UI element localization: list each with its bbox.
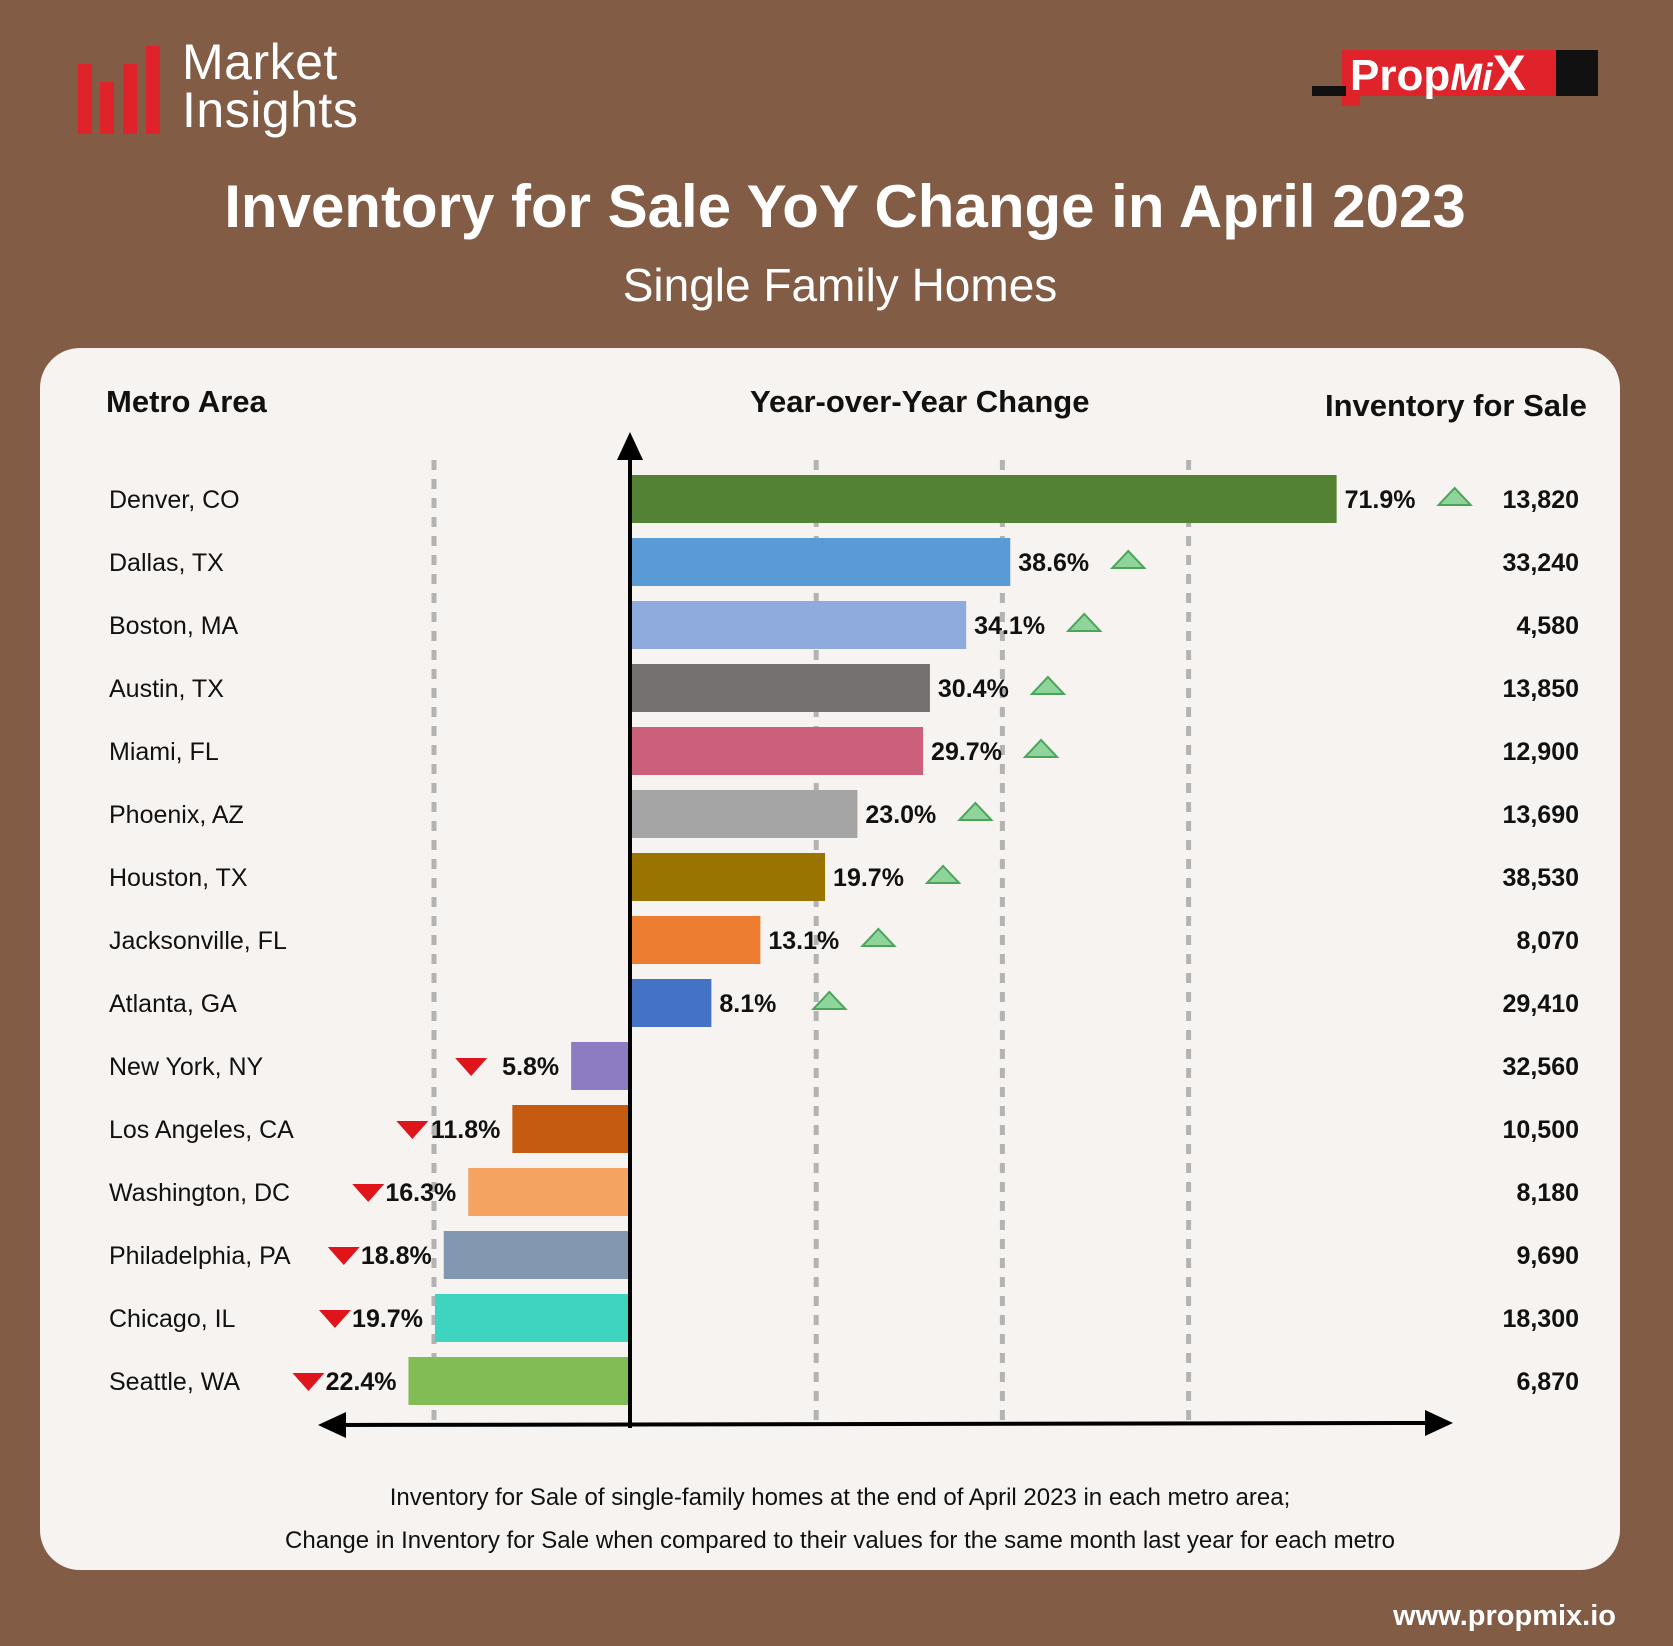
brand-prop: Prop: [1350, 51, 1451, 100]
bar: [571, 1042, 628, 1090]
value-label: 19.7%: [833, 864, 904, 892]
bar: [632, 853, 826, 901]
bar: [632, 916, 761, 964]
down-arrow-icon: [352, 1184, 385, 1202]
metro-label: Seattle, WA: [109, 1368, 240, 1396]
y-axis-arrow: [617, 432, 643, 460]
inventory-value: 29,410: [1503, 990, 1579, 1018]
value-label: 8.1%: [719, 990, 776, 1018]
inventory-value: 8,180: [1516, 1179, 1579, 1207]
bar: [632, 727, 924, 775]
page-title: Inventory for Sale YoY Change in April 2…: [224, 173, 1466, 240]
brand-mi: Mi: [1450, 57, 1493, 99]
x-axis-left-arrow: [318, 1412, 346, 1438]
metro-label: New York, NY: [109, 1053, 264, 1081]
inventory-value: 38,530: [1503, 864, 1579, 892]
up-arrow-icon: [957, 801, 994, 821]
metro-label: Boston, MA: [109, 612, 239, 640]
propmix-logo: PropMiX: [1312, 48, 1598, 108]
value-label: 18.8%: [361, 1242, 432, 1270]
x-axis-right-arrow: [1425, 1410, 1453, 1436]
logo-text: Market Insights: [182, 34, 359, 138]
down-arrow-icon: [292, 1373, 325, 1391]
down-arrow-icon: [327, 1247, 360, 1265]
bar-chart-icon: [78, 42, 168, 134]
brand-x: X: [1492, 45, 1526, 101]
value-label: 19.7%: [352, 1305, 423, 1333]
yoy-change-header: Year-over-Year Change: [750, 384, 1090, 419]
inventory-header: Inventory for Sale: [1325, 388, 1587, 423]
value-label: 16.3%: [385, 1179, 456, 1207]
value-label: 22.4%: [326, 1368, 397, 1396]
bar: [632, 664, 930, 712]
metro-label: Houston, TX: [109, 864, 248, 892]
metro-label: Washington, DC: [109, 1179, 290, 1207]
metro-label: Los Angeles, CA: [109, 1116, 294, 1144]
value-label: 30.4%: [938, 675, 1009, 703]
up-arrow-icon: [1065, 612, 1103, 632]
inventory-value: 10,500: [1503, 1116, 1579, 1144]
inventory-value: 9,690: [1516, 1242, 1579, 1270]
inventory-value: 32,560: [1503, 1053, 1579, 1081]
up-arrow-icon: [860, 927, 897, 947]
x-axis-line: [339, 1421, 1426, 1427]
up-arrow-icon: [811, 990, 848, 1010]
bar: [512, 1105, 628, 1153]
bar: [468, 1168, 628, 1216]
up-arrow-icon: [1436, 486, 1473, 506]
caption-line-2: Change in Inventory for Sale when compar…: [285, 1527, 1395, 1554]
inventory-value: 4,580: [1516, 612, 1579, 640]
value-label: 71.9%: [1345, 486, 1416, 514]
market-insights-logo: Market Insights: [78, 34, 418, 138]
up-arrow-icon: [1022, 738, 1060, 758]
value-label: 11.8%: [431, 1116, 501, 1144]
metro-label: Miami, FL: [109, 738, 219, 766]
page-subtitle: Single Family Homes: [622, 259, 1058, 311]
inventory-value: 13,850: [1503, 675, 1579, 703]
value-label: 13.1%: [768, 927, 839, 955]
down-arrow-icon: [318, 1310, 351, 1328]
metro-label: Dallas, TX: [109, 549, 224, 577]
up-arrow-icon: [924, 864, 962, 884]
value-label: 23.0%: [865, 801, 936, 829]
inventory-value: 13,820: [1503, 486, 1579, 514]
value-label: 34.1%: [974, 612, 1045, 640]
metro-label: Philadelphia, PA: [109, 1242, 291, 1270]
metro-area-header: Metro Area: [106, 384, 267, 419]
caption-line-1: Inventory for Sale of single-family home…: [389, 1484, 1291, 1511]
logo-line-2: Insights: [182, 82, 359, 138]
up-arrow-icon: [1109, 549, 1147, 569]
inventory-value: 6,870: [1516, 1368, 1579, 1396]
metro-label: Atlanta, GA: [109, 990, 237, 1018]
metro-label: Austin, TX: [109, 675, 224, 703]
metro-label: Phoenix, AZ: [109, 801, 244, 829]
down-arrow-icon: [396, 1121, 429, 1139]
website-url: www.propmix.io: [1393, 1600, 1616, 1632]
inventory-value: 18,300: [1503, 1305, 1579, 1333]
bar: [632, 979, 712, 1027]
bar: [632, 601, 967, 649]
value-label: 38.6%: [1018, 549, 1089, 577]
bar: [443, 1231, 628, 1279]
value-label: 29.7%: [931, 738, 1002, 766]
inventory-value: 33,240: [1503, 549, 1579, 577]
metro-label: Denver, CO: [109, 486, 240, 514]
up-arrow-icon: [1029, 675, 1067, 695]
logo-line-1: Market: [182, 34, 338, 90]
metro-label: Jacksonville, FL: [109, 927, 287, 955]
down-arrow-icon: [455, 1058, 488, 1076]
bar: [408, 1357, 628, 1405]
inventory-value: 13,690: [1503, 801, 1579, 829]
inventory-value: 8,070: [1516, 927, 1579, 955]
bar: [632, 790, 858, 838]
bar: [632, 538, 1011, 586]
inventory-value: 12,900: [1503, 738, 1579, 766]
metro-label: Chicago, IL: [109, 1305, 236, 1333]
bar: [434, 1294, 628, 1342]
value-label: 5.8%: [502, 1053, 559, 1081]
bar: [632, 475, 1337, 523]
